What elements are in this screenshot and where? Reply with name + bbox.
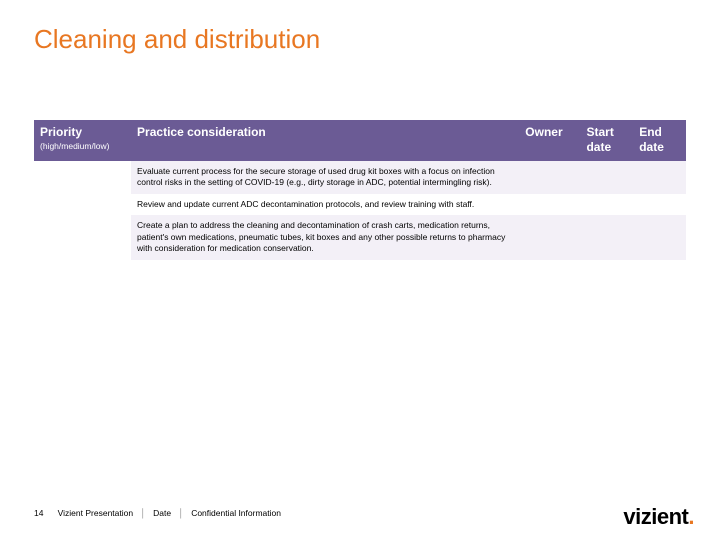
col-header-practice: Practice consideration [131,120,519,161]
footer-sep: │ [179,508,184,518]
cell-owner [519,194,580,215]
table-header-row: Priority (high/medium/low) Practice cons… [34,120,686,161]
table-row: Review and update current ADC decontamin… [34,194,686,215]
cell-end [633,215,686,259]
cell-start [580,161,633,194]
col-header-end: End date [633,120,686,161]
cell-practice: Review and update current ADC decontamin… [131,194,519,215]
cell-priority [34,194,131,215]
col-header-priority-label: Priority [40,125,82,139]
col-header-priority: Priority (high/medium/low) [34,120,131,161]
cell-owner [519,215,580,259]
cell-start [580,194,633,215]
table-row: Evaluate current process for the secure … [34,161,686,194]
practice-table: Priority (high/medium/low) Practice cons… [34,120,686,260]
footer-date: Date [153,508,171,518]
col-header-start: Start date [580,120,633,161]
col-header-owner: Owner [519,120,580,161]
cell-priority [34,161,131,194]
slide-footer: 14 Vizient Presentation │ Date │ Confide… [34,508,281,518]
cell-end [633,194,686,215]
cell-start [580,215,633,259]
cell-practice: Evaluate current process for the secure … [131,161,519,194]
table-row: Create a plan to address the cleaning an… [34,215,686,259]
practice-table-wrap: Priority (high/medium/low) Practice cons… [34,120,686,260]
footer-confidential: Confidential Information [191,508,281,518]
vizient-logo: vizient. [623,504,694,530]
cell-end [633,161,686,194]
col-header-priority-sub: (high/medium/low) [40,141,125,152]
cell-owner [519,161,580,194]
cell-priority [34,215,131,259]
footer-sep: │ [140,508,145,518]
cell-practice: Create a plan to address the cleaning an… [131,215,519,259]
page-title: Cleaning and distribution [34,24,320,55]
page-number: 14 [34,508,43,518]
footer-org: Vizient Presentation [58,508,133,518]
logo-text: vizient [623,504,688,529]
logo-dot: . [688,504,694,529]
